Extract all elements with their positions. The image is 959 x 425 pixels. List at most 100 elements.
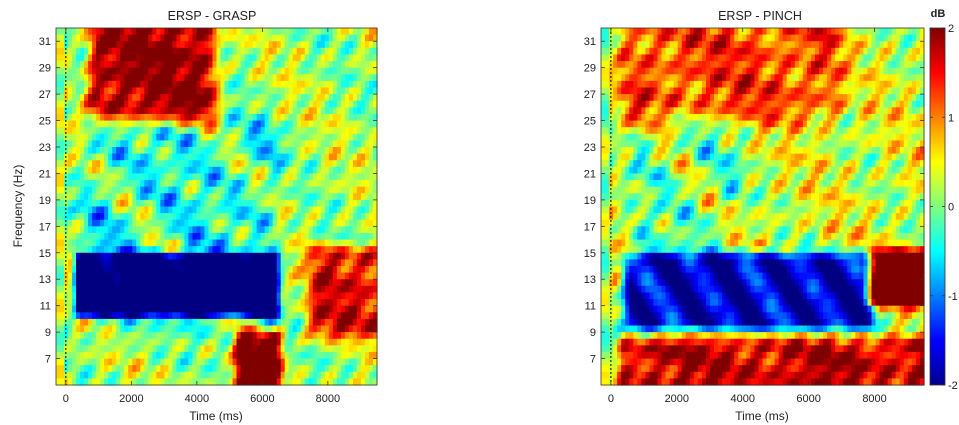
heatmap-cell — [248, 219, 254, 227]
heatmap-cell — [172, 61, 177, 69]
heatmap-cell — [629, 120, 634, 128]
heatmap-cell — [176, 107, 181, 115]
heatmap-cell — [56, 107, 61, 115]
heatmap-cell — [136, 292, 141, 300]
x-tick-label: 6000 — [250, 393, 274, 405]
heatmap-cell — [156, 285, 161, 294]
heatmap-cell — [208, 219, 214, 227]
heatmap-cell — [192, 67, 198, 75]
heatmap-cell — [292, 351, 298, 360]
heatmap-cell — [292, 279, 298, 287]
heatmap-cell — [116, 325, 121, 333]
heatmap-cell — [100, 147, 105, 155]
heatmap-cell — [252, 292, 258, 300]
heatmap-cell — [336, 358, 342, 366]
heatmap-cell — [296, 239, 302, 247]
heatmap-cell — [641, 246, 647, 254]
heatmap-cell — [68, 100, 73, 108]
heatmap-cell — [304, 147, 310, 155]
heatmap-cell — [124, 113, 129, 122]
heatmap-cell — [296, 232, 302, 241]
heatmap-cell — [208, 305, 214, 313]
heatmap-cell — [76, 80, 81, 89]
heatmap-cell — [637, 113, 642, 122]
heatmap-cell — [168, 213, 173, 221]
heatmap-cell — [144, 285, 149, 294]
heatmap-cell — [72, 133, 77, 141]
heatmap-cell — [609, 345, 614, 353]
heatmap-cell — [228, 41, 234, 49]
heatmap-cell — [645, 34, 651, 42]
heatmap-cell — [625, 153, 630, 161]
heatmap-cell — [272, 147, 278, 155]
heatmap-cell — [292, 199, 298, 208]
heatmap-cell — [84, 219, 89, 227]
heatmap-cell — [348, 266, 354, 274]
heatmap-cell — [312, 127, 318, 135]
heatmap-cell — [625, 186, 630, 194]
heatmap-cell — [132, 279, 137, 287]
heatmap-cell — [68, 246, 73, 254]
heatmap-cell — [328, 199, 334, 208]
heatmap-cell — [144, 252, 149, 260]
heatmap-cell — [272, 318, 278, 327]
heatmap-cell — [120, 246, 125, 254]
heatmap-cell — [324, 74, 330, 82]
heatmap-cell — [605, 246, 610, 254]
heatmap-cell — [160, 173, 165, 181]
heatmap-cell — [104, 193, 109, 201]
heatmap-cell — [340, 259, 346, 267]
heatmap-cell — [96, 378, 101, 386]
heatmap-cell — [352, 147, 358, 155]
heatmap-cell — [108, 180, 113, 188]
heatmap-cell — [625, 338, 630, 346]
heatmap-cell — [300, 74, 306, 82]
heatmap-cell — [601, 299, 606, 307]
heatmap-cell — [228, 133, 234, 141]
heatmap-cell — [204, 266, 210, 274]
heatmap-cell — [152, 351, 157, 360]
heatmap-cell — [56, 338, 61, 346]
heatmap-cell — [228, 206, 234, 214]
heatmap-cell — [144, 351, 149, 360]
heatmap-cell — [304, 180, 310, 188]
heatmap-cell — [613, 160, 618, 168]
heatmap-cell — [637, 371, 642, 379]
heatmap-cell — [348, 325, 354, 333]
heatmap-cell — [208, 299, 214, 307]
heatmap-cell — [92, 186, 97, 194]
heatmap-cell — [64, 232, 69, 241]
heatmap-cell — [364, 193, 370, 201]
heatmap-cell — [268, 133, 274, 141]
heatmap-cell — [352, 239, 358, 247]
heatmap-cell — [228, 127, 234, 135]
heatmap-cell — [192, 312, 198, 320]
heatmap-cell — [256, 365, 262, 373]
heatmap-cell — [192, 193, 198, 201]
heatmap-cell — [168, 338, 173, 346]
heatmap-cell — [184, 312, 190, 320]
heatmap-cell — [328, 371, 334, 379]
heatmap-cell — [164, 166, 169, 175]
heatmap-cell — [276, 378, 282, 386]
heatmap-cell — [336, 41, 342, 49]
heatmap-cell — [144, 332, 149, 340]
heatmap-cell — [200, 325, 206, 333]
heatmap-cell — [240, 180, 246, 188]
heatmap-cell — [80, 34, 85, 42]
heatmap-cell — [280, 292, 286, 300]
heatmap-cell — [220, 358, 226, 366]
heatmap-cell — [220, 332, 226, 340]
heatmap-cell — [621, 47, 626, 56]
heatmap-cell — [368, 305, 374, 313]
heatmap-cell — [248, 279, 254, 287]
heatmap-cell — [324, 199, 330, 208]
heatmap-cell — [128, 107, 133, 115]
heatmap-cell — [372, 279, 378, 287]
heatmap-cell — [120, 259, 125, 267]
heatmap-cell — [312, 107, 318, 115]
heatmap-cell — [88, 186, 93, 194]
heatmap-cell — [124, 61, 129, 69]
heatmap-cell — [200, 54, 206, 62]
heatmap-cell — [72, 351, 77, 360]
